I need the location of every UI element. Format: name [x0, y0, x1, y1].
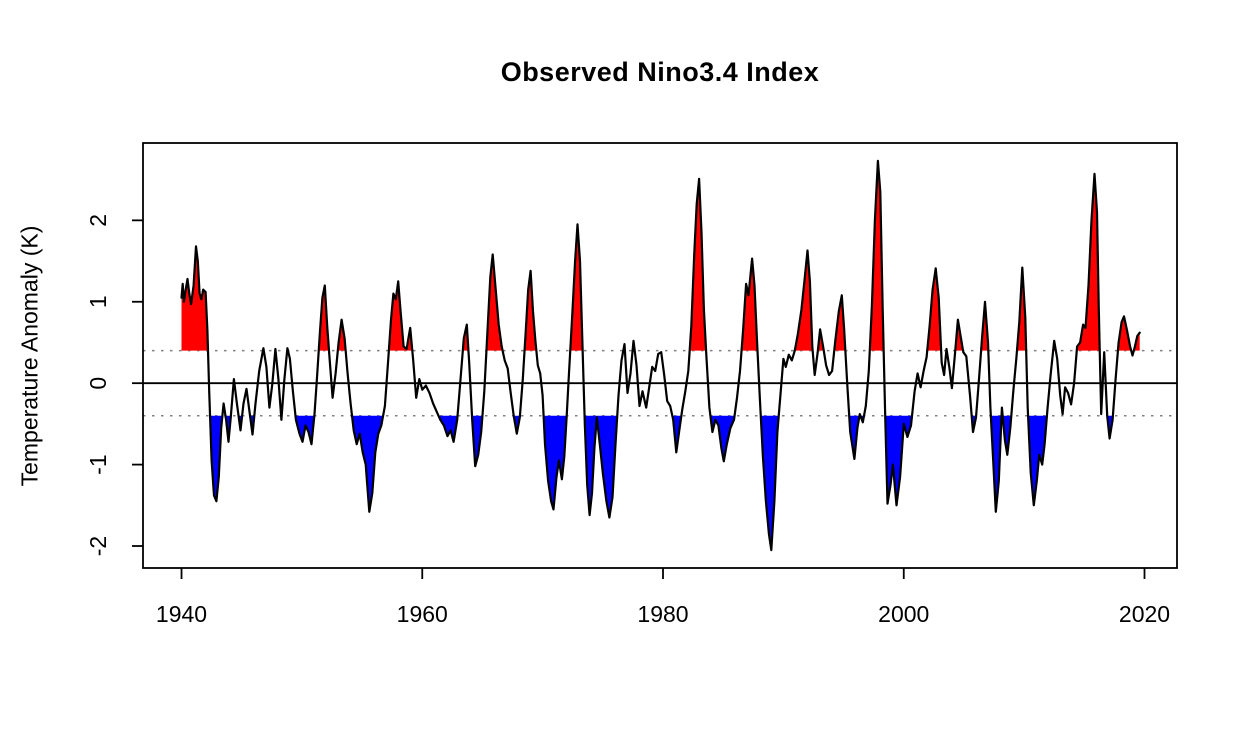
el-nino-fill — [181, 246, 208, 351]
la-nina-fill — [885, 415, 912, 506]
y-axis-tick-label-0: 0 — [85, 377, 111, 390]
la-nina-fill — [352, 415, 384, 512]
nino34-series-line — [180, 159, 1141, 552]
la-nina-fill — [760, 415, 779, 551]
x-axis-tick-label-1940: 1940 — [156, 601, 207, 627]
la-nina-fill — [295, 415, 315, 445]
la-nina-fill — [584, 415, 618, 518]
chart-title: Observed Nino3.4 Index — [500, 57, 820, 87]
x-axis-tick-label-2000: 2000 — [878, 601, 929, 627]
el-nino-fill — [337, 319, 346, 351]
y-axis-tick-label-1: 1 — [85, 295, 111, 308]
y-axis-tick-label-2: 2 — [85, 214, 111, 227]
la-nina-fill — [1002, 415, 1012, 455]
plot-box — [142, 142, 1178, 569]
el-nino-fill — [524, 270, 537, 351]
la-nina-fill — [710, 415, 735, 462]
y-axis-tick-label--2: -2 — [85, 536, 111, 556]
x-axis-tick-label-2020: 2020 — [1119, 601, 1170, 627]
el-nino-fill — [689, 178, 707, 351]
x-axis-tick-label-1960: 1960 — [397, 601, 448, 627]
la-nina-fill — [1028, 415, 1047, 506]
y-axis-title: Temperature Anomaly (K) — [16, 225, 43, 487]
x-axis-tick-label-1980: 1980 — [637, 601, 688, 627]
el-nino-fill — [1076, 173, 1100, 351]
y-axis-tick-label--1: -1 — [85, 454, 111, 474]
la-nina-fill — [990, 415, 1002, 512]
el-nino-fill — [318, 285, 329, 351]
